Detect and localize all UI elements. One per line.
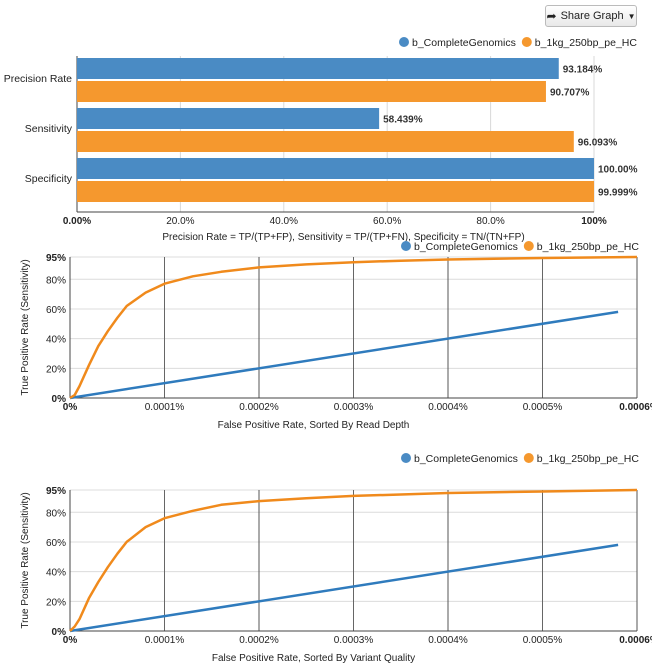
- legend-label: b_CompleteGenomics: [414, 453, 518, 465]
- roc-chart-variant-quality: b_CompleteGenomics b_1kg_250bp_pe_HC 0% 20%…: [20, 453, 652, 664]
- bar-chart: b_CompleteGenomics b_1kg_250bp_pe_HC 0.00%…: [4, 37, 638, 243]
- x-tick-label: 0.0003%: [334, 402, 374, 413]
- x-axis-title: False Positive Rate, Sorted By Variant Q…: [212, 653, 415, 664]
- x-tick-label: 0.0001%: [145, 635, 185, 646]
- x-tick-label: 0.0005%: [523, 635, 563, 646]
- y-tick-label: 95%: [46, 253, 66, 264]
- x-tick-label: 0.0001%: [145, 402, 185, 413]
- bar: [77, 181, 594, 202]
- y-tick-label: 40%: [46, 335, 66, 346]
- legend-label: b_CompleteGenomics: [412, 37, 516, 49]
- x-tick-label: 0.0002%: [239, 402, 279, 413]
- y-tick-label: 80%: [46, 275, 66, 286]
- series-line-orange: [69, 255, 638, 400]
- legend-marker-blue: [399, 37, 409, 47]
- x-tick-label: 0%: [63, 635, 78, 646]
- series-line-orange: [69, 488, 638, 632]
- x-tick-label: 0.0003%: [334, 635, 374, 646]
- x-tick-label: 60.0%: [373, 216, 401, 227]
- legend-label: b_1kg_250bp_pe_HC: [537, 453, 640, 465]
- x-axis-title: False Positive Rate, Sorted By Read Dept…: [218, 420, 410, 431]
- data-label: 99.999%: [598, 188, 638, 199]
- series-line-blue: [69, 543, 619, 633]
- x-tick-label: 40.0%: [270, 216, 298, 227]
- legend-marker-orange: [523, 453, 534, 463]
- y-tick-label: 0%: [52, 627, 67, 638]
- data-label: 90.707%: [550, 88, 590, 99]
- category-label: Sensitivity: [25, 123, 73, 135]
- x-tick-label: 0.00%: [63, 216, 91, 227]
- category-label: Precision Rate: [4, 73, 72, 85]
- y-tick-label: 0%: [52, 394, 67, 405]
- y-tick-label: 95%: [46, 486, 66, 497]
- roc-chart-read-depth: b_CompleteGenomics b_1kg_250bp_pe_HC 0% 20%…: [20, 241, 652, 431]
- y-tick-label: 20%: [46, 597, 66, 608]
- legend-label: b_1kg_250bp_pe_HC: [537, 241, 640, 253]
- legend-marker-orange: [521, 37, 532, 47]
- legend-marker-blue: [401, 241, 411, 251]
- x-tick-label: 0.0002%: [239, 635, 279, 646]
- share-graph-button[interactable]: ➦ Share Graph ▼: [545, 5, 637, 27]
- x-tick-label: 0.0005%: [523, 402, 563, 413]
- x-tick-label: 0.0004%: [428, 402, 468, 413]
- legend-marker-orange: [523, 241, 534, 251]
- data-label: 96.093%: [578, 138, 618, 149]
- data-label: 93.184%: [563, 65, 603, 76]
- x-tick-label: 20.0%: [166, 216, 194, 227]
- share-graph-label: Share Graph: [560, 10, 624, 22]
- x-tick-label: 0%: [63, 402, 78, 413]
- x-axis-title: Precision Rate = TP/(TP+FP), Sensitivity…: [162, 232, 524, 243]
- legend-marker-blue: [401, 453, 411, 463]
- x-tick-label: 0.0004%: [428, 635, 468, 646]
- x-tick-label: 0.0006%: [619, 402, 652, 413]
- data-label: 58.439%: [383, 115, 423, 126]
- legend-label: b_1kg_250bp_pe_HC: [535, 37, 638, 49]
- bar: [77, 158, 594, 179]
- y-tick-label: 20%: [46, 364, 66, 375]
- y-tick-label: 60%: [46, 305, 66, 316]
- y-tick-label: 60%: [46, 538, 66, 549]
- y-tick-label: 40%: [46, 568, 66, 579]
- bar: [77, 131, 574, 152]
- y-axis-title: True Positive Rate (Sensitivity): [20, 259, 31, 395]
- series-line-blue: [69, 310, 619, 400]
- legend-label: b_CompleteGenomics: [414, 241, 518, 253]
- y-axis-title: True Positive Rate (Sensitivity): [20, 492, 31, 628]
- bar: [77, 108, 380, 129]
- y-tick-label: 80%: [46, 508, 66, 519]
- data-label: 100.00%: [598, 165, 638, 176]
- category-label: Specificity: [25, 173, 73, 185]
- share-arrow-icon: ➦: [546, 9, 557, 23]
- x-tick-label: 80.0%: [476, 216, 504, 227]
- caret-down-icon: ▼: [627, 11, 636, 21]
- x-tick-label: 100%: [581, 216, 607, 227]
- x-tick-label: 0.0006%: [619, 635, 652, 646]
- bar: [77, 81, 546, 102]
- bar: [77, 58, 559, 79]
